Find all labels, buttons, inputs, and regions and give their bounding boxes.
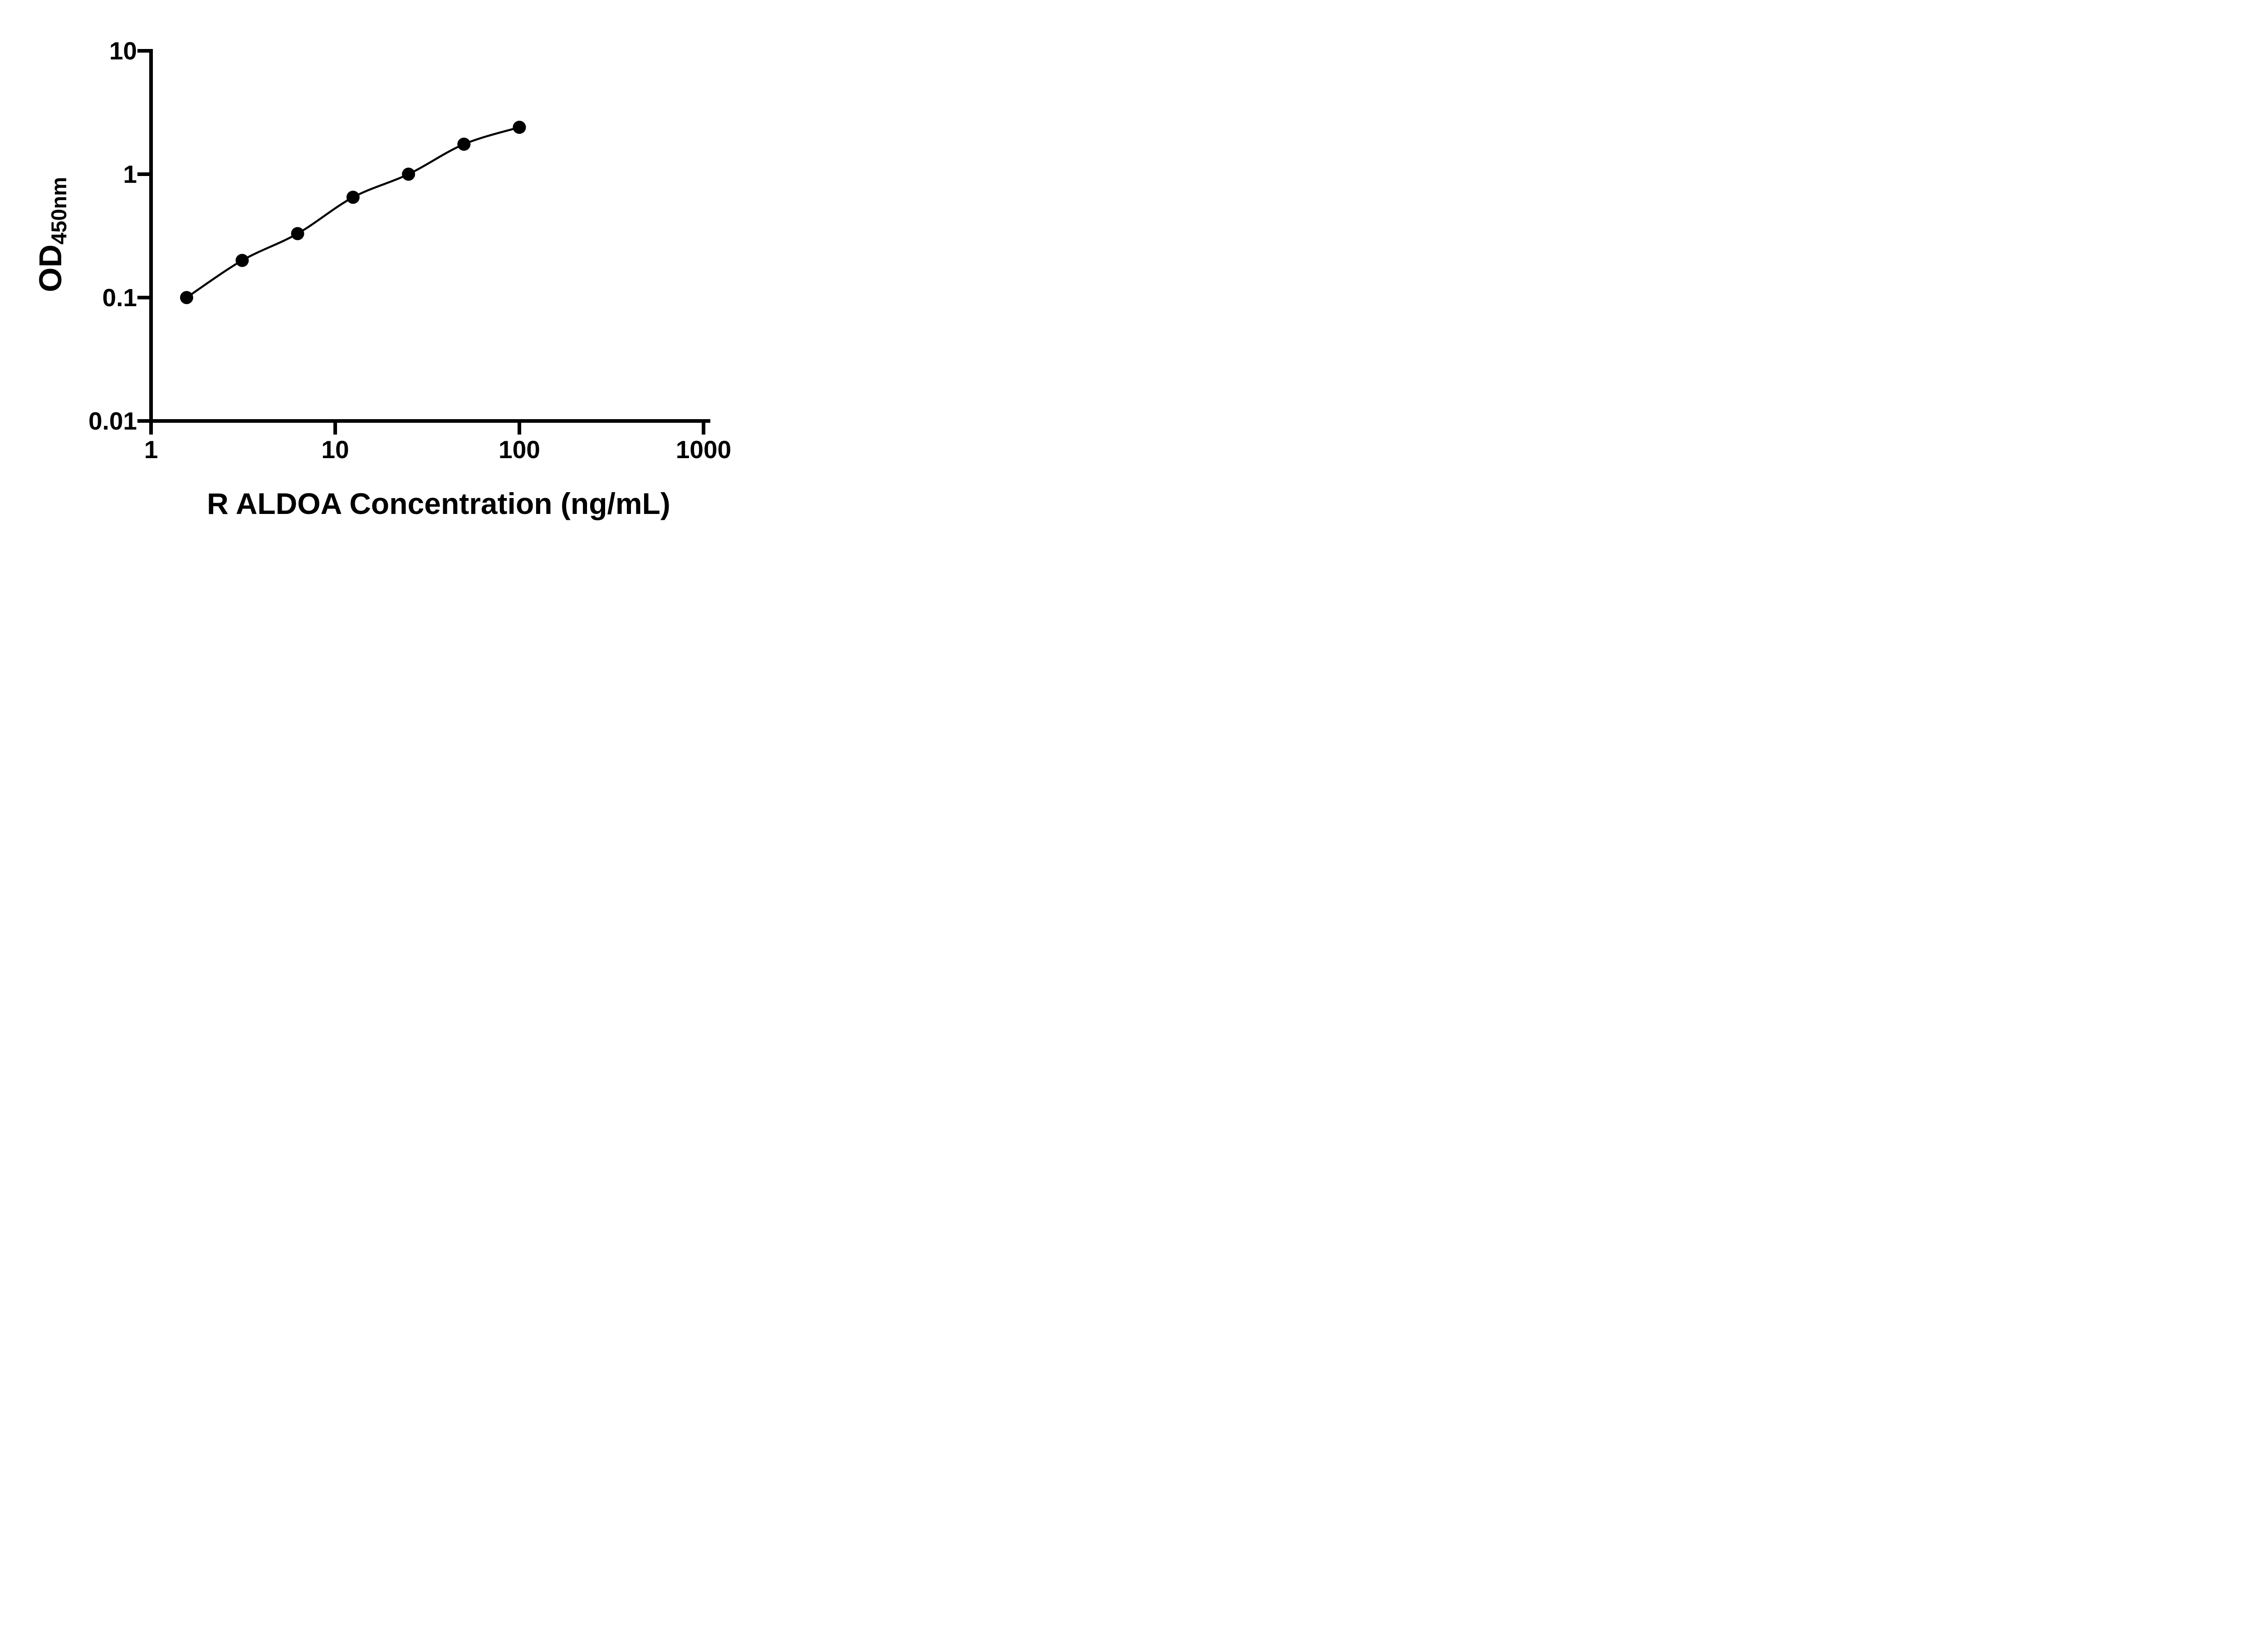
data-point-marker — [180, 291, 193, 304]
x-axis-title: R ALDOA Concentration (ng/mL) — [207, 487, 670, 520]
y-axis-title-main: OD — [33, 244, 68, 292]
x-tick-label: 10 — [321, 435, 349, 464]
standard-curve-line — [186, 126, 521, 299]
y-tick-label: 0.1 — [103, 284, 137, 312]
data-point-marker — [346, 191, 360, 204]
x-tick-label: 1 — [144, 435, 158, 464]
x-tick-label: 100 — [499, 435, 540, 464]
data-point-marker — [402, 167, 415, 181]
y-tick-label: 0.01 — [88, 407, 137, 435]
chart-canvas: 1 10 100 1000 0.01 0.1 1 10 — [88, 37, 731, 464]
data-point-marker — [513, 121, 526, 134]
x-tick-label: 1000 — [676, 435, 731, 464]
data-point-marker — [235, 254, 249, 267]
y-axis-title: OD450nm — [32, 177, 71, 292]
data-point-marker — [457, 137, 471, 151]
y-tick-label: 10 — [109, 37, 137, 65]
axes-spine — [149, 49, 710, 423]
y-axis-title-sub: 450nm — [47, 177, 71, 244]
elisa-standard-curve-page: 1 10 100 1000 0.01 0.1 1 10 R ALDOA Concentrati… — [0, 0, 777, 544]
data-point-marker — [291, 227, 304, 240]
y-tick-label: 1 — [123, 160, 137, 188]
